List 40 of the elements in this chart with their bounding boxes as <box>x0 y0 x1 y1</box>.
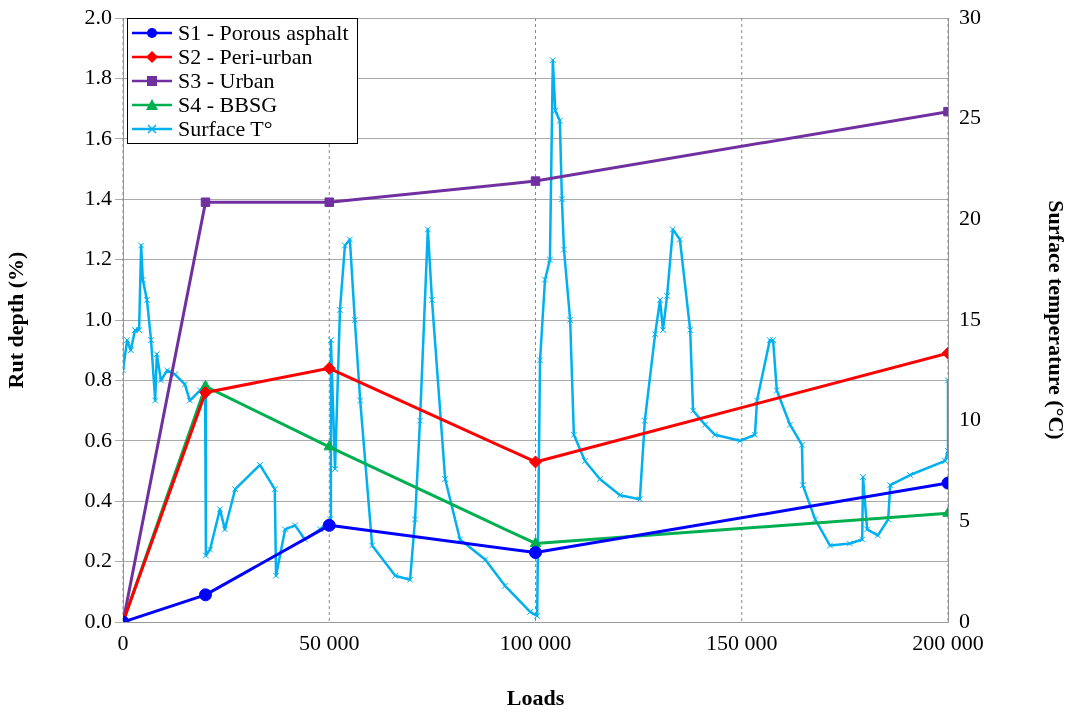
y-tick-label: 0.6 <box>84 426 112 452</box>
legend-label: S3 - Urban <box>178 68 275 93</box>
y2-tick-label: 20 <box>959 205 981 231</box>
y-tick-label: 1.8 <box>84 64 112 90</box>
y-tick-label: 1.6 <box>84 124 112 150</box>
x-tick-label: 50 000 <box>299 629 360 655</box>
point <box>323 440 335 451</box>
point <box>199 385 212 399</box>
legend-label: Surface T° <box>178 116 273 141</box>
y-axis-title: Rut depth (%) <box>2 251 28 389</box>
y2-tick-label: 15 <box>959 305 981 331</box>
point <box>530 176 541 186</box>
y2-axis-title: Surface temperature (°C) <box>1044 200 1070 440</box>
point <box>529 455 542 469</box>
y-tick-label: 0.2 <box>84 547 112 573</box>
y2-tick-label: 25 <box>959 104 981 130</box>
point <box>200 197 211 207</box>
y2-tick-label: 5 <box>959 507 970 533</box>
point <box>529 536 542 547</box>
point <box>322 361 336 375</box>
point <box>529 546 542 560</box>
x-axis-title: Loads <box>506 685 565 711</box>
y-tick-label: 0.4 <box>84 486 112 512</box>
x-tick-label: 0 <box>117 629 129 655</box>
y-tick-label: 0.8 <box>84 366 112 392</box>
y-tick-label: 0.0 <box>84 607 112 633</box>
x-tick-label: 100 000 <box>499 629 572 655</box>
legend-label: S4 - BBSG <box>178 92 278 117</box>
y-tick-label: 1.0 <box>84 305 112 331</box>
point <box>324 197 334 207</box>
y-tick-label: 1.2 <box>84 245 112 271</box>
y2-tick-label: 30 <box>959 3 981 29</box>
point <box>322 518 336 532</box>
legend-label: S1 - Porous asphalt <box>178 20 349 45</box>
y-tick-label: 1.4 <box>84 184 112 210</box>
point <box>199 588 212 602</box>
y2-tick-label: 10 <box>959 406 981 432</box>
legend-label: S2 - Peri-urban <box>178 44 313 69</box>
y-tick-label: 2.0 <box>84 3 112 29</box>
x-tick-label: 150 000 <box>706 629 778 655</box>
